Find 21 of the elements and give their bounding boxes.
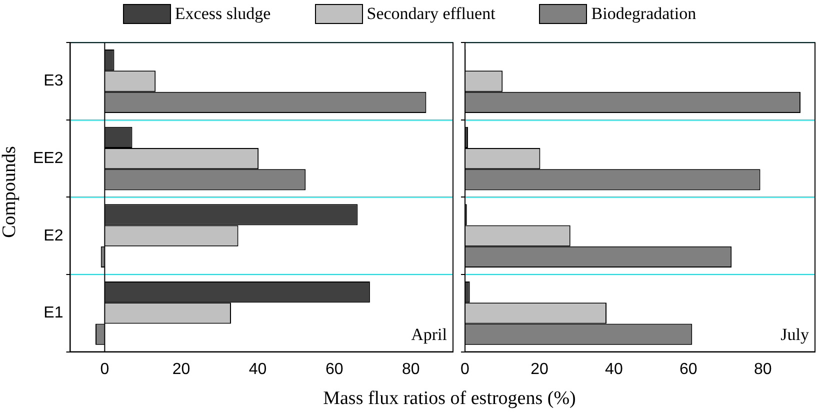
x-tick-label: 60	[680, 360, 698, 378]
x-tick-label: 80	[402, 360, 420, 378]
x-tick-label: 20	[172, 360, 190, 378]
x-tick-label: 40	[605, 360, 623, 378]
y-tick-label: E2	[44, 227, 64, 244]
x-tick-label: 0	[460, 360, 470, 378]
x-tick-label: 20	[530, 360, 548, 378]
x-axis-title: Mass flux ratios of estrogens (%)	[322, 388, 577, 410]
y-tick-label: E1	[44, 304, 64, 322]
x-tick-label: 0	[100, 360, 110, 378]
x-tick-label: 60	[325, 360, 344, 378]
x-tick-label: 40	[248, 360, 267, 378]
y-tick-label: EE2	[32, 150, 64, 167]
legend-label: Excess sludge	[174, 4, 271, 24]
legend-label: Secondary effluent	[366, 4, 496, 24]
x-tick-label: 80	[754, 360, 772, 378]
legend-label: Biodegradation	[591, 4, 696, 24]
annotation: July	[780, 324, 810, 344]
annotation: April	[411, 324, 448, 344]
y-axis-title: Compounds	[0, 146, 21, 238]
y-tick-label: E3	[44, 72, 64, 90]
